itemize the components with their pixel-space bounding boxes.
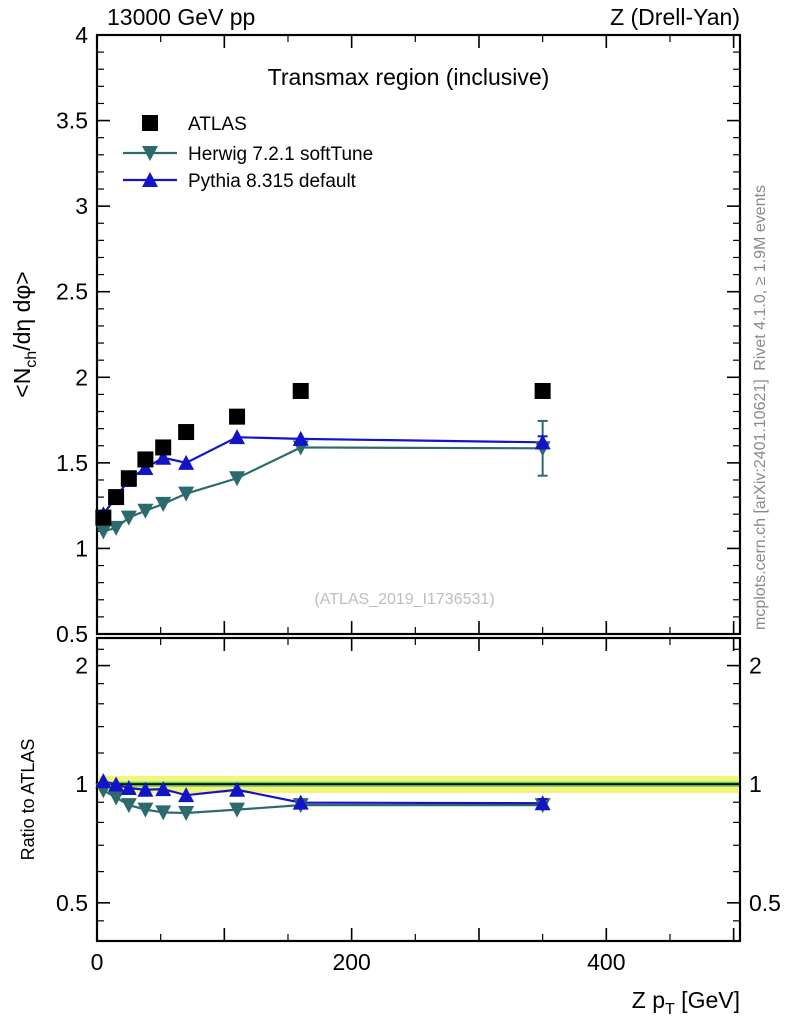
ratio-y-tick-label-right: 0.5: [749, 890, 781, 916]
marker-triangle-up: [155, 449, 172, 465]
marker-triangle-up: [178, 454, 195, 470]
marker-triangle-up: [155, 781, 172, 797]
legend-label-1: Herwig 7.2.1 softTune: [188, 144, 373, 165]
x-tick-label: 400: [587, 949, 625, 975]
marker-square: [142, 115, 158, 131]
marker-square: [120, 470, 137, 487]
header-left-label: 13000 GeV pp: [107, 4, 255, 30]
marker-square: [292, 382, 309, 399]
ratio-y-tick-label-right: 2: [749, 653, 762, 679]
marker-triangle-up: [292, 794, 309, 810]
marker-square: [178, 424, 195, 441]
x-tick-label: 200: [332, 949, 370, 975]
y-tick-label: 3.5: [56, 108, 88, 134]
main-subtitle: Transmax region (inclusive): [268, 64, 550, 90]
y-tick-label: 1: [75, 535, 88, 561]
marker-triangle-up: [142, 172, 158, 187]
marker-triangle-down: [120, 798, 137, 814]
y-tick-label: 2: [75, 364, 88, 390]
y-tick-label: 3: [75, 193, 88, 219]
marker-triangle-down: [108, 520, 125, 536]
y-tick-label: 2.5: [56, 279, 88, 305]
marker-triangle-down: [142, 146, 158, 161]
marker-square: [95, 509, 112, 526]
y-tick-label: 1.5: [56, 450, 88, 476]
marker-triangle-down: [120, 510, 137, 526]
marker-triangle-down: [229, 471, 246, 487]
side-note-mcplots: mcplots.cern.ch [arXiv:2401.10621]: [752, 379, 769, 630]
marker-triangle-up: [178, 787, 195, 803]
marker-triangle-down: [137, 802, 154, 818]
marker-triangle-down: [95, 524, 112, 540]
marker-square: [534, 382, 551, 399]
marker-square: [155, 439, 172, 456]
marker-triangle-down: [155, 805, 172, 821]
ratio-panel-frame: [95, 636, 742, 943]
legend-label-2: Pythia 8.315 default: [188, 171, 357, 192]
ratio-y-axis-title: Ratio to ATLAS: [18, 739, 38, 861]
marker-triangle-up: [137, 781, 154, 797]
x-axis-title: Z pT [GeV]: [632, 987, 740, 1018]
marker-triangle-up: [137, 459, 154, 475]
marker-square: [229, 408, 246, 425]
marker-triangle-down: [178, 486, 195, 502]
marker-triangle-down: [155, 496, 172, 512]
main-panel-frame: [95, 33, 742, 636]
ratio-y-tick-label: 1: [75, 771, 88, 797]
marker-triangle-up: [292, 430, 309, 446]
marker-triangle-down: [229, 802, 246, 818]
marker-triangle-up: [108, 776, 125, 792]
y-tick-label: 0.5: [56, 621, 88, 647]
ratio-y-tick-label: 2: [75, 653, 88, 679]
side-note-rivet: Rivet 4.1.0, ≥ 1.9M events: [752, 185, 769, 371]
marker-square: [108, 489, 125, 506]
legend-label-0: ATLAS: [188, 114, 247, 135]
marker-triangle-down: [108, 790, 125, 806]
ratio-y-tick-label: 0.5: [56, 890, 88, 916]
marker-triangle-down: [178, 806, 195, 822]
marker-triangle-up: [95, 773, 112, 789]
ratio-y-tick-label-right: 1: [749, 771, 762, 797]
marker-triangle-down: [137, 503, 154, 519]
marker-square: [137, 451, 154, 468]
y-tick-label: 4: [75, 22, 88, 48]
marker-triangle-up: [229, 429, 246, 445]
main-y-axis-title: <Nch/dη dφ>: [9, 271, 40, 397]
marker-triangle-up: [120, 780, 137, 796]
marker-triangle-up: [229, 781, 246, 797]
header-right-label: Z (Drell-Yan): [610, 4, 740, 30]
x-tick-label: 0: [91, 949, 104, 975]
dataset-watermark: (ATLAS_2019_I1736531): [314, 591, 494, 608]
